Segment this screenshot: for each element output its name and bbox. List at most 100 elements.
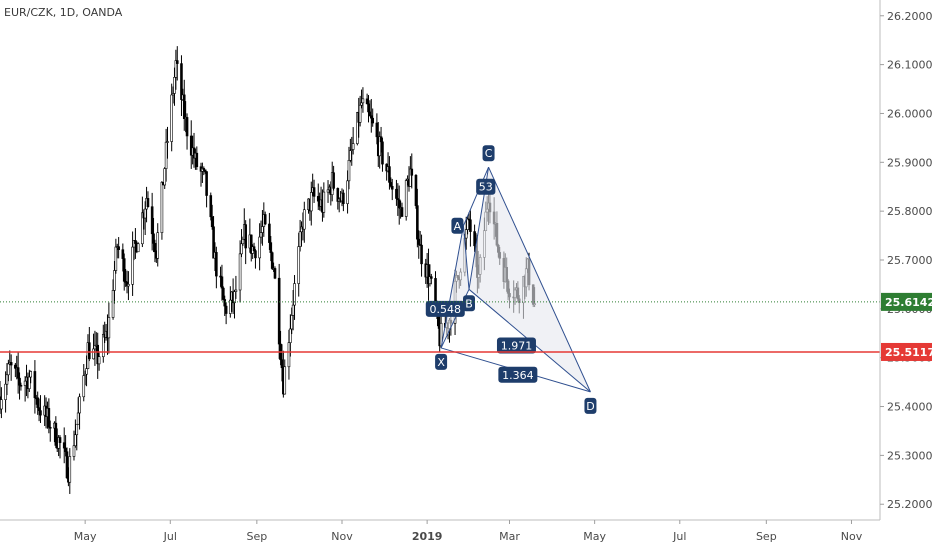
candle xyxy=(469,210,472,247)
candle-body xyxy=(277,277,281,345)
candle-body xyxy=(210,216,214,228)
price-levels xyxy=(0,301,880,353)
candle-body xyxy=(469,219,472,232)
candle-body xyxy=(466,218,469,230)
candle-body xyxy=(360,102,363,106)
candle-body xyxy=(252,246,256,251)
candle xyxy=(269,235,273,262)
candle-body xyxy=(88,342,91,360)
candle xyxy=(19,382,23,391)
candle-body xyxy=(358,104,362,123)
candle xyxy=(160,181,164,240)
x-tick-label: Nov xyxy=(841,530,863,543)
ratio-label: 53 xyxy=(476,178,496,195)
candle-body xyxy=(114,246,118,271)
candle-body xyxy=(224,305,228,314)
time-axis[interactable]: May Jul Sep Nov 2019 Mar May Jul Sep Nov xyxy=(74,520,863,543)
candle-body xyxy=(54,422,58,446)
point-label-box xyxy=(584,397,597,414)
price-tag-label: 25.51173 xyxy=(885,346,932,359)
candle xyxy=(175,46,179,81)
candle-body xyxy=(36,397,39,408)
candle-body xyxy=(410,168,414,176)
ratio-label-box xyxy=(496,337,536,354)
x-tick-label: Nov xyxy=(331,530,353,543)
candle-body xyxy=(332,172,335,189)
candle-body xyxy=(5,374,9,385)
candle xyxy=(107,302,111,354)
candle xyxy=(270,251,274,270)
harmonic-pattern[interactable]: 0.548 53 1.971 1.364 X A B C D xyxy=(425,145,597,414)
candle xyxy=(88,326,91,362)
x-tick-label: Jul xyxy=(672,530,686,543)
candle xyxy=(283,359,287,395)
ratio-label: 1.971 xyxy=(496,337,536,354)
candle xyxy=(224,302,228,325)
candle-body xyxy=(404,180,408,217)
point-label-box xyxy=(435,353,448,370)
candle-body xyxy=(302,209,306,230)
candle-body xyxy=(16,367,20,379)
point-label-text: D xyxy=(586,400,594,413)
candle xyxy=(346,170,349,214)
pattern-point-c[interactable]: C xyxy=(482,145,495,162)
candle xyxy=(414,174,418,209)
candle xyxy=(75,423,79,451)
candle-body xyxy=(37,407,41,411)
candle xyxy=(268,212,271,250)
pattern-leg-ac xyxy=(462,166,490,227)
candle xyxy=(322,182,326,218)
candle-body xyxy=(370,115,373,119)
candle-body xyxy=(361,98,365,104)
candle xyxy=(205,171,208,208)
pattern-point-b[interactable]: B xyxy=(463,295,476,312)
candle xyxy=(72,430,76,461)
pattern-triangle-bcd xyxy=(469,167,591,392)
point-label-box xyxy=(482,145,495,162)
candle-body xyxy=(414,175,418,206)
candle xyxy=(209,192,213,221)
candle xyxy=(47,398,51,434)
candle xyxy=(113,261,116,304)
candle-body xyxy=(258,236,261,259)
candle-body xyxy=(322,191,326,213)
candle xyxy=(68,448,72,494)
candle xyxy=(153,239,157,263)
ratio-label-box xyxy=(425,300,465,317)
candle xyxy=(410,153,414,189)
candle-body xyxy=(342,192,345,204)
ratio-label-text: 0.548 xyxy=(430,303,462,316)
candle xyxy=(416,188,419,248)
candle xyxy=(381,137,384,172)
candle-body xyxy=(58,437,62,443)
candle xyxy=(273,266,277,280)
candle-body xyxy=(205,171,208,196)
candle-body xyxy=(223,299,227,307)
candle-body xyxy=(298,231,302,247)
candle-body xyxy=(349,150,352,161)
candle-body xyxy=(416,205,419,240)
candle-body xyxy=(156,232,160,259)
candle-body xyxy=(131,246,134,285)
candle xyxy=(400,202,404,217)
ratio-label-box xyxy=(476,178,496,195)
candle-body xyxy=(464,229,468,239)
pattern-point-x[interactable]: X xyxy=(435,353,448,370)
candle-body xyxy=(18,377,21,386)
candle-body xyxy=(74,434,77,447)
candle xyxy=(332,165,335,191)
candle-body xyxy=(233,291,236,304)
candle-body xyxy=(4,383,7,400)
candle-body xyxy=(270,252,274,269)
price-tag-box xyxy=(881,342,932,361)
candle-body xyxy=(117,246,120,251)
point-label-box xyxy=(451,217,464,234)
pattern-point-a[interactable]: A xyxy=(451,217,464,234)
candle-body xyxy=(389,182,393,187)
point-label-text: B xyxy=(465,297,473,310)
candle xyxy=(220,264,224,301)
candle-body xyxy=(136,243,140,253)
pattern-point-d[interactable]: D xyxy=(584,397,597,414)
